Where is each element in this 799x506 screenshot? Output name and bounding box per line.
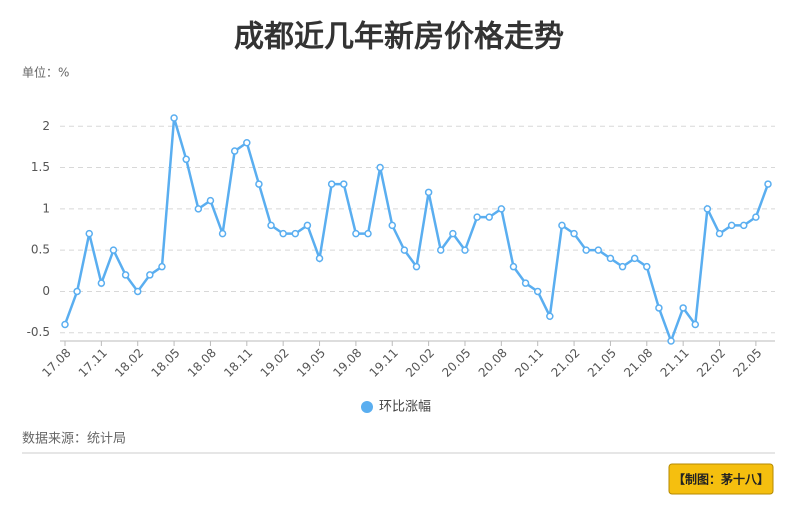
x-tick-label: 21.05 — [585, 346, 619, 380]
data-point — [230, 147, 239, 155]
data-point — [594, 246, 603, 254]
data-point — [449, 229, 457, 238]
data-point — [255, 180, 263, 188]
data-point — [546, 312, 554, 320]
credit: 【制图：茅十八】 — [673, 472, 769, 487]
x-tick-label: 19.11 — [367, 346, 401, 380]
data-point — [715, 229, 724, 238]
data-point — [679, 304, 687, 312]
x-tick-label: 21.08 — [621, 346, 655, 380]
y-tick-label: 0 — [42, 284, 50, 298]
data-point — [630, 254, 639, 263]
legend-marker — [361, 401, 373, 413]
data-point — [121, 271, 130, 279]
x-tick-label: 21.11 — [658, 346, 692, 380]
x-tick-label: 17.08 — [39, 346, 73, 380]
x-tick-label: 18.05 — [148, 346, 182, 380]
data-point — [497, 205, 506, 213]
x-tick-label: 19.02 — [258, 346, 292, 380]
y-tick-label: 1 — [42, 201, 50, 215]
data-point — [618, 262, 627, 271]
y-tick-label: 0.5 — [31, 243, 50, 257]
data-point — [521, 279, 530, 287]
x-tick-label: 21.02 — [548, 346, 582, 380]
data-point — [570, 229, 578, 238]
data-point — [73, 287, 81, 296]
x-tick-label: 20.11 — [512, 346, 546, 380]
data-point — [727, 221, 736, 230]
data-point — [655, 304, 663, 312]
y-tick-label: -0.5 — [27, 325, 50, 339]
data-point — [243, 139, 251, 147]
data-point — [194, 205, 203, 213]
data-point — [376, 163, 384, 172]
data-point — [364, 229, 372, 238]
x-tick-label: 18.08 — [185, 346, 219, 380]
data-point — [582, 246, 590, 254]
data-point — [473, 213, 481, 221]
data-point — [412, 262, 421, 271]
data-point — [533, 287, 542, 296]
data-point — [558, 221, 566, 230]
data-point — [667, 337, 675, 345]
data-point — [461, 246, 469, 254]
y-tick-label: 1.5 — [31, 160, 50, 174]
data-point — [109, 246, 118, 254]
data-point — [606, 254, 615, 263]
x-tick-label: 22.05 — [730, 346, 764, 380]
credit-box — [668, 463, 774, 495]
y-tick-label: 2 — [42, 119, 50, 133]
data-point — [267, 221, 275, 230]
data-point — [485, 213, 493, 221]
x-tick-label: 20.05 — [439, 346, 473, 380]
unit-label: 单位：% — [22, 65, 69, 80]
source: 数据来源：统计局 — [22, 432, 126, 447]
chart-title: 成都近几年新房价格走势 — [234, 20, 564, 55]
x-tick-label: 17.11 — [76, 346, 110, 380]
data-point — [352, 229, 360, 238]
data-point — [388, 221, 397, 230]
data-point — [206, 196, 215, 205]
x-tick-label: 18.02 — [112, 346, 146, 380]
data-point — [740, 221, 748, 230]
data-point — [61, 320, 69, 329]
data-point — [340, 180, 348, 188]
data-point — [182, 155, 190, 164]
data-point — [509, 262, 518, 271]
legend-label: 环比涨幅 — [379, 400, 431, 415]
data-point — [85, 229, 93, 238]
data-point — [133, 287, 142, 296]
x-tick-label: 18.11 — [221, 346, 255, 380]
data-point — [218, 229, 227, 238]
data-point — [315, 254, 324, 263]
data-point — [303, 221, 312, 230]
x-tick-label: 19.05 — [294, 346, 328, 380]
data-point — [643, 262, 651, 271]
data-point — [170, 114, 178, 122]
data-point — [764, 180, 772, 188]
x-tick-label: 20.08 — [476, 346, 510, 380]
data-point — [158, 262, 166, 271]
data-point — [291, 229, 300, 238]
x-tick-label: 22.02 — [694, 346, 728, 380]
x-tick-label: 20.02 — [403, 346, 437, 380]
data-point — [703, 205, 712, 213]
data-point — [752, 213, 760, 221]
x-tick-label: 19.08 — [330, 346, 364, 380]
data-point — [400, 246, 409, 254]
data-point — [97, 279, 106, 287]
data-point — [327, 180, 336, 188]
data-point — [279, 229, 287, 238]
data-point — [424, 188, 433, 197]
data-point — [691, 320, 700, 329]
data-point — [436, 246, 445, 254]
data-point — [146, 271, 154, 279]
